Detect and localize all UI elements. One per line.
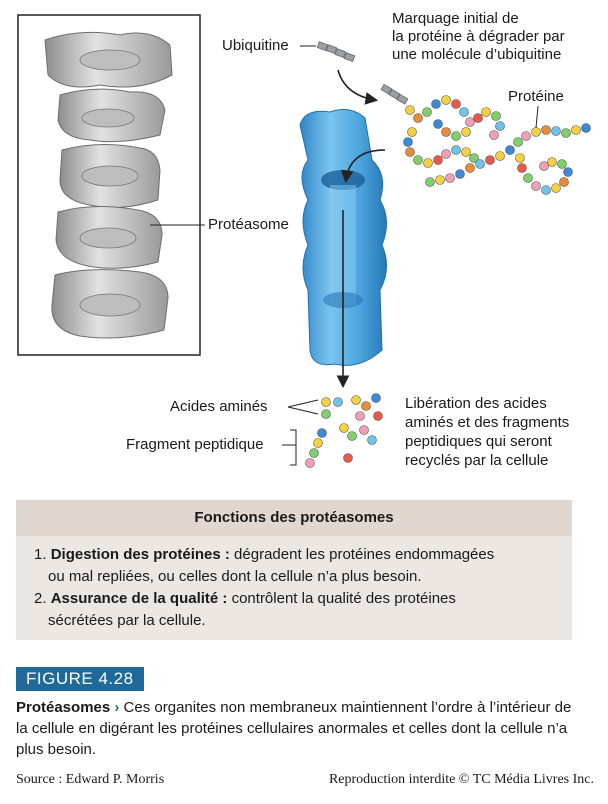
caption-title: Protéasomes <box>16 699 111 716</box>
marquage-line-3: une molécule d’ubiquitine <box>392 46 562 63</box>
figure-caption: Protéasomes › Ces organites non membrane… <box>16 697 576 760</box>
function-text-2: contrôlent la qualité des protéines <box>227 590 456 607</box>
proteine-label: Protéine <box>508 88 564 105</box>
acides-amines-label: Acides aminés <box>170 398 268 415</box>
function-item-1: 1. Digestion des protéines : dégradent l… <box>34 544 564 588</box>
entry-arrow <box>340 149 386 184</box>
source-credit: Source : Edward P. Morris <box>16 772 165 787</box>
functions-box: Fonctions des protéasomes 1. Digestion d… <box>16 500 572 640</box>
acides-leader-1 <box>287 399 319 408</box>
rights-notice: Reproduction interdite © TC Média Livres… <box>328 772 594 787</box>
figure-tag: FIGURE 4.28 <box>16 667 144 691</box>
function-num-1: 1. <box>34 546 47 563</box>
liberation-line-4: recyclés par la cellule <box>405 452 549 469</box>
caption-text: Ces organites non membraneux maintiennen… <box>16 699 572 758</box>
proteasome-diagram: Marquage initial de la protéine à dégrad… <box>17 10 591 470</box>
fragment-peptidique-label: Fragment peptidique <box>126 436 264 453</box>
function-bold-2: Assurance de la qualité : <box>50 590 228 607</box>
function-line2-2: sécrétées par la cellule. <box>48 612 206 629</box>
marquage-label: Marquage initial de la protéine à dégrad… <box>392 10 565 64</box>
liberation-line-2: aminés et des fragments <box>405 414 570 431</box>
function-num-2: 2. <box>34 590 47 607</box>
tagging-arrow <box>337 69 379 105</box>
function-line2-1: ou mal repliées, ou celles dont la cellu… <box>48 568 422 585</box>
diagram-graphics <box>17 14 591 468</box>
liberation-line-1: Libération des acides <box>405 395 547 412</box>
ubiquitine-label: Ubiquitine <box>222 37 289 54</box>
marquage-line-2: la protéine à dégrader par <box>392 28 565 45</box>
ubiquitine-chain <box>316 41 409 105</box>
fragment-bracket <box>290 429 297 466</box>
function-bold-1: Digestion des protéines : <box>50 546 230 563</box>
function-item-2: 2. Assurance de la qualité : contrôlent … <box>34 588 564 632</box>
function-text-1: dégradent les protéines endommagées <box>229 546 495 563</box>
functions-title: Fonctions des protéasomes <box>16 500 572 536</box>
liberation-label: Libération des acides aminés et des frag… <box>405 394 569 470</box>
chevron-right-icon: › <box>114 699 120 716</box>
liberation-line-3: peptidiques qui seront <box>405 433 552 450</box>
acides-leader-2 <box>287 406 319 415</box>
protein-bead-chain <box>403 95 591 195</box>
proteine-leader <box>535 105 539 129</box>
marquage-line-1: Marquage initial de <box>392 10 519 27</box>
proteasome-label: Protéasome <box>208 216 289 233</box>
released-products <box>305 393 383 468</box>
micrograph-panel <box>17 14 201 356</box>
